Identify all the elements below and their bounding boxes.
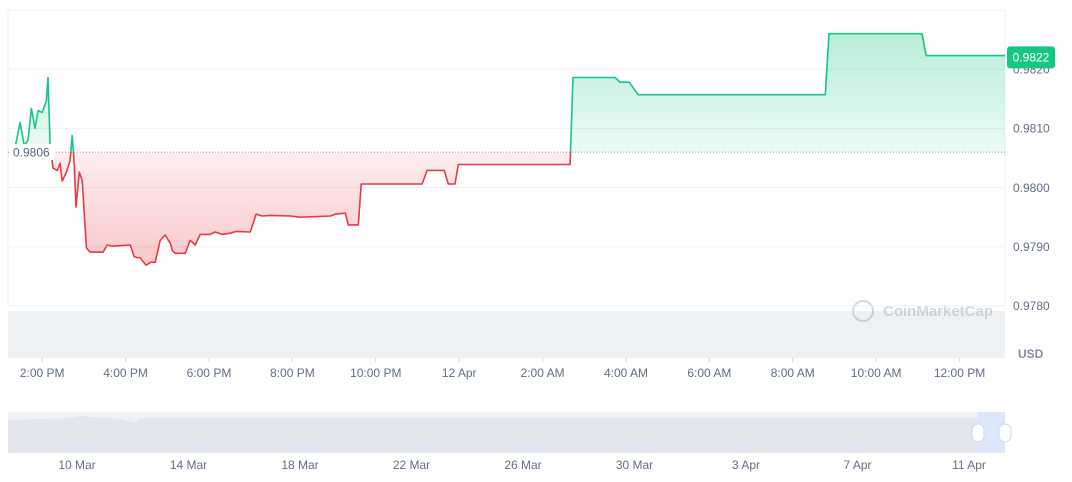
price-line — [14, 32, 1005, 266]
x-tick-label: 2:00 AM — [521, 366, 565, 380]
navigator-label: 18 Mar — [281, 458, 318, 472]
navigator-area — [8, 416, 1005, 453]
y-tick-label: 0.9810 — [1013, 122, 1050, 136]
x-tick-label: 10:00 AM — [851, 366, 902, 380]
watermark-text: CoinMarketCap — [883, 303, 993, 320]
y-tick-label: 0.9790 — [1013, 240, 1050, 254]
navigator-label: 14 Mar — [170, 458, 207, 472]
navigator-label: 11 Apr — [952, 458, 986, 472]
x-tick-label: 4:00 PM — [103, 366, 148, 380]
last-price-badge — [1007, 46, 1055, 69]
navigator-label: 22 Mar — [393, 458, 430, 472]
volume-area — [8, 311, 1005, 358]
baseline-label-bg — [10, 144, 54, 161]
navigator-label: 3 Apr — [732, 458, 760, 472]
x-tick-label: 6:00 PM — [187, 366, 232, 380]
area-fill — [15, 33, 1006, 266]
navigator-label: 30 Mar — [616, 458, 653, 472]
x-tick-label: 8:00 AM — [771, 366, 815, 380]
navigator-label: 26 Mar — [504, 458, 541, 472]
last-price-label: 0.9822 — [1013, 51, 1050, 65]
x-tick-label: 2:00 PM — [20, 366, 65, 380]
navigator-handle[interactable] — [998, 423, 1012, 443]
y-tick-label: 0.9800 — [1013, 181, 1050, 195]
baseline-label: 0.9806 — [13, 145, 50, 159]
navigator-label: 7 Apr — [843, 458, 871, 472]
x-tick-label: 4:00 AM — [604, 366, 648, 380]
watermark: CoinMarketCap — [852, 300, 993, 322]
x-tick-label: 10:00 PM — [350, 366, 401, 380]
x-tick-label: 6:00 AM — [687, 366, 731, 380]
y-tick-label: 0.9780 — [1013, 299, 1050, 313]
currency-label: USD — [1018, 347, 1044, 361]
navigator-handle[interactable] — [971, 423, 985, 443]
x-tick-label: 12 Apr — [442, 366, 477, 380]
x-tick-label: 12:00 PM — [934, 366, 985, 380]
watermark-logo — [852, 300, 874, 322]
x-tick-label: 8:00 PM — [270, 366, 315, 380]
navigator-label: 10 Mar — [58, 458, 95, 472]
